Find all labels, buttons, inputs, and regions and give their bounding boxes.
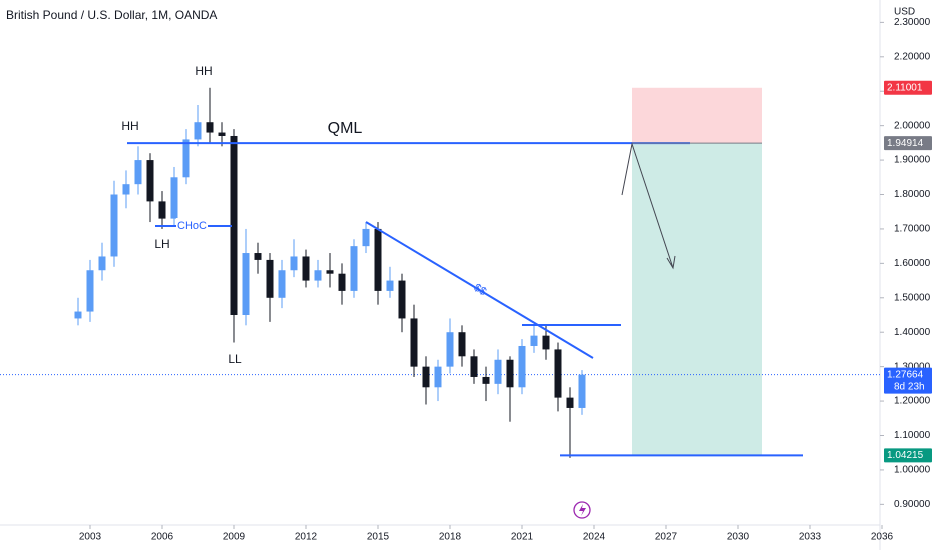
chart-title: British Pound / U.S. Dollar, 1M, OANDA — [6, 8, 217, 22]
price-label-bg — [884, 448, 932, 463]
candle-body — [482, 376, 490, 384]
x-tick-label: 2006 — [151, 532, 174, 543]
x-tick-label: 2012 — [295, 532, 318, 543]
currency: USD — [894, 7, 915, 18]
stop-zone — [632, 87, 762, 144]
y-tick-label: 2.20000 — [894, 51, 931, 62]
candle-body — [458, 332, 466, 357]
y-tick-label: 1.00000 — [894, 465, 931, 476]
event-icon[interactable] — [573, 501, 591, 519]
annotation: HH — [195, 64, 212, 78]
annotation: HH — [121, 119, 138, 133]
x-tick-label: 2018 — [439, 532, 462, 543]
candle-body — [290, 256, 298, 271]
y-tick-label: 1.80000 — [894, 189, 931, 200]
candle-body — [278, 270, 286, 298]
target-zone — [632, 143, 762, 456]
price-label-bg — [884, 367, 932, 394]
candle-body — [578, 374, 586, 408]
candle-body — [362, 228, 370, 247]
candle-body — [206, 122, 214, 133]
candle-body — [434, 366, 442, 388]
candle-body — [86, 270, 94, 312]
price-label: 1.27664 — [887, 369, 924, 380]
candle-body — [386, 280, 394, 291]
x-tick-label: 2003 — [79, 532, 102, 543]
x-tick-label: 2036 — [871, 532, 894, 543]
y-tick-label: 1.70000 — [894, 224, 931, 235]
x-tick-label: 2024 — [583, 532, 606, 543]
candle-body — [374, 228, 382, 291]
candle-body — [194, 122, 202, 140]
candle-body — [254, 253, 262, 260]
forecast-arrow — [621, 142, 676, 270]
price-label-bg — [884, 80, 932, 95]
y-tick-label: 2.30000 — [894, 17, 931, 28]
x-tick-label: 2021 — [511, 532, 534, 543]
y-tick-label: 1.20000 — [894, 396, 931, 407]
candle-body — [350, 246, 358, 291]
candle-body — [326, 270, 334, 274]
annotation: LL — [228, 352, 242, 366]
event-icon — [579, 504, 586, 516]
x-tick-label: 2033 — [799, 532, 822, 543]
candle-body — [398, 280, 406, 319]
candle-body — [542, 335, 550, 350]
candle-body — [422, 366, 430, 388]
candle-body — [302, 256, 310, 281]
x-tick-label: 2009 — [223, 532, 246, 543]
x-tick-label: 2030 — [727, 532, 750, 543]
x-tick-label: 2027 — [655, 532, 678, 543]
annotation: CHoC — [177, 220, 207, 232]
y-tick-label: 1.10000 — [894, 430, 931, 441]
price-label: 2.11001 — [887, 82, 923, 93]
candle-body — [266, 259, 274, 298]
candle-body — [122, 184, 130, 195]
annotation: $$ — [472, 282, 489, 299]
y-tick-label: 1.50000 — [894, 292, 931, 303]
x-tick-label: 2015 — [367, 532, 390, 543]
y-tick-label: 2.00000 — [894, 120, 931, 131]
candle-body — [470, 356, 478, 377]
y-tick-label: 1.40000 — [894, 327, 931, 338]
candle-body — [242, 253, 250, 315]
candle-body — [146, 160, 154, 202]
candle-body — [218, 132, 226, 136]
y-tick-label: 1.60000 — [894, 258, 931, 269]
candle-body — [314, 270, 322, 281]
annotation: LH — [154, 237, 169, 251]
price-label: 1.94914 — [887, 138, 924, 149]
candle-body — [338, 273, 346, 291]
y-tick-label: 1.90000 — [894, 155, 931, 166]
candle-body — [530, 335, 538, 346]
price-label-bg — [884, 136, 932, 151]
candle-body — [410, 318, 418, 367]
countdown: 8d 23h — [894, 381, 925, 392]
candle-body — [158, 201, 166, 219]
candle-body — [110, 194, 118, 257]
candle-body — [170, 177, 178, 219]
candle-body — [566, 397, 574, 408]
candle-body — [518, 345, 526, 388]
price-label: 1.04215 — [887, 450, 924, 461]
y-tick-label: 0.90000 — [894, 499, 931, 510]
candle-body — [98, 256, 106, 271]
candle-body — [494, 359, 502, 384]
candle-body — [230, 135, 238, 315]
candle-body — [182, 139, 190, 178]
trend-line — [365, 221, 594, 359]
annotation: QML — [328, 120, 363, 137]
candle-body — [134, 160, 142, 185]
y-tick-label: 1.30000 — [894, 361, 931, 372]
annotation-bg — [176, 218, 208, 234]
candle-body — [554, 349, 562, 398]
candle-body — [446, 332, 454, 367]
candle-body — [74, 311, 82, 319]
candle-body — [506, 359, 514, 388]
